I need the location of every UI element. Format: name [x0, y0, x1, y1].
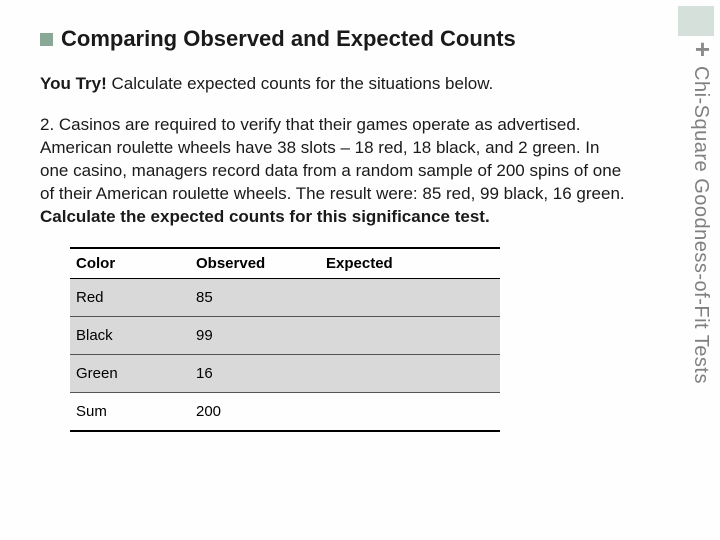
- plus-icon: +: [695, 34, 710, 65]
- cell-observed: 85: [190, 278, 320, 316]
- cell-expected: [320, 278, 500, 316]
- table-row-sum: Sum 200: [70, 392, 500, 431]
- cell-color: Green: [70, 354, 190, 392]
- corner-decoration: [678, 6, 714, 36]
- slide-title: Comparing Observed and Expected Counts: [61, 26, 516, 52]
- table-row: Green 16: [70, 354, 500, 392]
- table-header-row: Color Observed Expected: [70, 248, 500, 279]
- cell-observed: 99: [190, 316, 320, 354]
- cell-expected: [320, 354, 500, 392]
- cell-expected: [320, 316, 500, 354]
- title-rest: Observed and Expected Counts: [177, 26, 516, 51]
- problem-paragraph: 2. Casinos are required to verify that t…: [40, 114, 630, 229]
- header-observed: Observed: [190, 248, 320, 279]
- data-table: Color Observed Expected Red 85 Black 99 …: [70, 247, 500, 432]
- cell-color: Red: [70, 278, 190, 316]
- subtitle-rest: Calculate expected counts for the situat…: [107, 74, 494, 93]
- subtitle-bold: You Try!: [40, 74, 107, 93]
- cell-observed: 16: [190, 354, 320, 392]
- paragraph-text: 2. Casinos are required to verify that t…: [40, 115, 625, 203]
- header-expected: Expected: [320, 248, 500, 279]
- cell-observed: 200: [190, 392, 320, 431]
- bullet-icon: [40, 33, 53, 46]
- table-row: Black 99: [70, 316, 500, 354]
- chapter-title-vertical: Chi-Square Goodness-of-Fit Tests: [689, 66, 712, 384]
- cell-expected: [320, 392, 500, 431]
- cell-color: Sum: [70, 392, 190, 431]
- paragraph-bold: Calculate the expected counts for this s…: [40, 207, 490, 226]
- table-row: Red 85: [70, 278, 500, 316]
- subtitle: You Try! Calculate expected counts for t…: [40, 74, 610, 94]
- slide-content: Comparing Observed and Expected Counts Y…: [0, 0, 670, 452]
- title-first: Comparing: [61, 26, 177, 51]
- cell-color: Black: [70, 316, 190, 354]
- title-row: Comparing Observed and Expected Counts: [40, 26, 610, 52]
- header-color: Color: [70, 248, 190, 279]
